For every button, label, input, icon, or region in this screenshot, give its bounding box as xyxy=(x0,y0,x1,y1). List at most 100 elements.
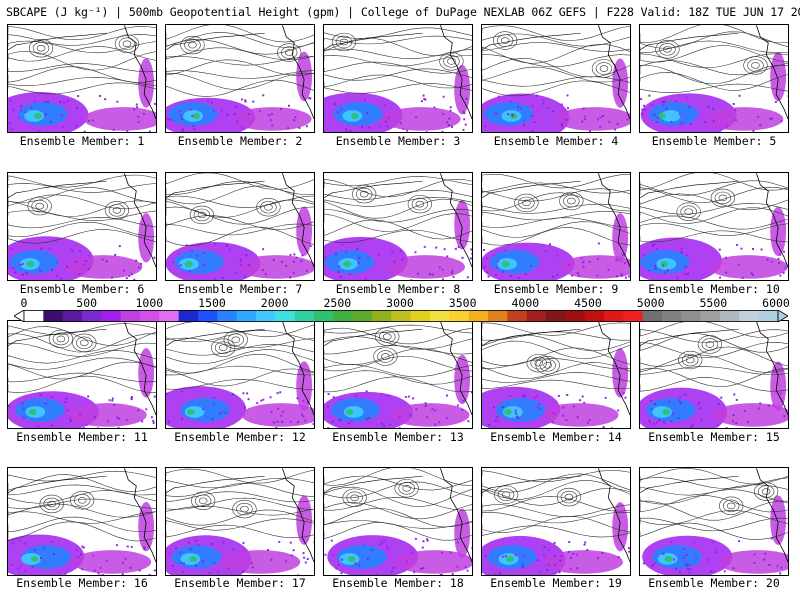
cape-speckle xyxy=(75,548,78,551)
height-contour xyxy=(166,344,314,356)
cape-speckle xyxy=(19,264,22,266)
cape-speckle xyxy=(167,118,170,121)
cape-speckle xyxy=(306,558,309,561)
cape-speckle xyxy=(484,555,487,558)
ensemble-member-label: Ensemble Member: 17 xyxy=(174,576,306,590)
cape-speckle xyxy=(301,254,304,257)
cape-speckle xyxy=(276,392,279,395)
colorbar-tick-label: 3500 xyxy=(448,296,477,310)
cape-speckle xyxy=(399,250,402,253)
cape-speckle xyxy=(85,423,88,426)
coastline-alaska xyxy=(640,475,739,494)
cape-speckle xyxy=(533,397,536,400)
cape-speckle xyxy=(566,94,569,97)
cape-speckle xyxy=(693,541,696,544)
cape-speckle xyxy=(124,557,127,560)
height-low-contour xyxy=(232,499,257,519)
height-contour xyxy=(482,334,630,352)
cape-speckle xyxy=(655,121,658,124)
cape-speckle xyxy=(262,248,265,251)
height-contour xyxy=(482,33,630,47)
colorbar-tick-label: 5500 xyxy=(699,296,728,310)
cape-speckle xyxy=(552,275,555,278)
cape-speckle xyxy=(267,549,270,551)
height-contour xyxy=(482,511,630,524)
cape-speckle xyxy=(101,574,104,575)
cape-speckle xyxy=(269,396,272,399)
colorbar-left-arrow xyxy=(13,309,25,323)
ensemble-member-label: Ensemble Member: 9 xyxy=(493,282,619,296)
colorbar-swatch xyxy=(584,310,605,322)
cape-speckle xyxy=(97,427,100,428)
cape-speckle xyxy=(678,570,681,573)
cape-speckle xyxy=(93,416,96,419)
coastline xyxy=(756,173,788,268)
height-contour xyxy=(482,221,630,238)
cape-speckle xyxy=(684,265,687,268)
cape-shading xyxy=(26,261,35,267)
coastline xyxy=(282,173,314,268)
cape-speckle xyxy=(774,101,777,104)
cape-speckle xyxy=(148,130,151,132)
height-low-contour xyxy=(534,359,543,367)
cape-speckle xyxy=(485,257,488,260)
cape-speckle xyxy=(707,105,710,108)
cape-speckle xyxy=(584,118,587,121)
cape-speckle xyxy=(738,540,741,543)
height-contour xyxy=(482,372,630,383)
cape-speckle xyxy=(597,557,600,560)
cape-speckle xyxy=(556,274,559,277)
height-contour xyxy=(166,349,314,365)
height-low-contour xyxy=(556,487,582,507)
height-low-contour xyxy=(659,43,676,56)
cape-speckle xyxy=(148,573,151,575)
cape-speckle xyxy=(189,547,192,550)
coastline-alaska xyxy=(640,180,739,199)
ensemble-map-svg xyxy=(166,25,314,132)
height-low-contour xyxy=(500,37,510,44)
height-low-contour xyxy=(447,58,456,65)
height-low-contour xyxy=(514,193,539,213)
cape-speckle xyxy=(680,247,683,250)
cape-speckle xyxy=(12,267,15,270)
cape-speckle xyxy=(302,415,305,418)
cape-speckle xyxy=(752,274,755,277)
cape-speckle xyxy=(425,131,428,132)
cape-speckle xyxy=(546,569,549,572)
colorbar-swatch xyxy=(526,310,547,322)
cape-speckle xyxy=(39,393,42,396)
height-contour xyxy=(166,365,314,376)
cape-speckle xyxy=(280,414,283,417)
cape-speckle xyxy=(304,419,307,422)
ensemble-map-svg xyxy=(640,25,788,132)
cape-speckle xyxy=(650,408,653,411)
cape-speckle xyxy=(129,566,132,569)
cape-speckle xyxy=(423,245,426,248)
cape-speckle xyxy=(242,570,245,573)
cape-shading xyxy=(390,403,470,427)
height-low-contour xyxy=(373,347,398,366)
coastline xyxy=(282,25,314,120)
cape-speckle xyxy=(517,106,520,109)
cape-speckle xyxy=(494,573,497,575)
height-contour xyxy=(482,322,630,336)
cape-speckle xyxy=(463,118,466,121)
height-contour xyxy=(166,70,314,79)
cape-speckle xyxy=(375,573,378,575)
cape-speckle xyxy=(50,540,53,543)
cape-speckle xyxy=(715,551,718,554)
cape-speckle xyxy=(737,263,740,266)
cape-speckle xyxy=(607,268,610,271)
cape-speckle xyxy=(536,406,539,409)
cape-speckle xyxy=(188,541,191,544)
cape-speckle xyxy=(651,244,654,247)
cape-speckle xyxy=(390,570,393,573)
cape-speckle xyxy=(65,397,68,400)
height-low-contour xyxy=(761,488,771,495)
cape-shading xyxy=(612,502,629,552)
height-low-contour xyxy=(77,497,87,504)
height-contour xyxy=(324,468,472,486)
cape-speckle xyxy=(281,420,284,423)
height-contour xyxy=(482,379,630,390)
height-low-contour xyxy=(189,205,215,225)
